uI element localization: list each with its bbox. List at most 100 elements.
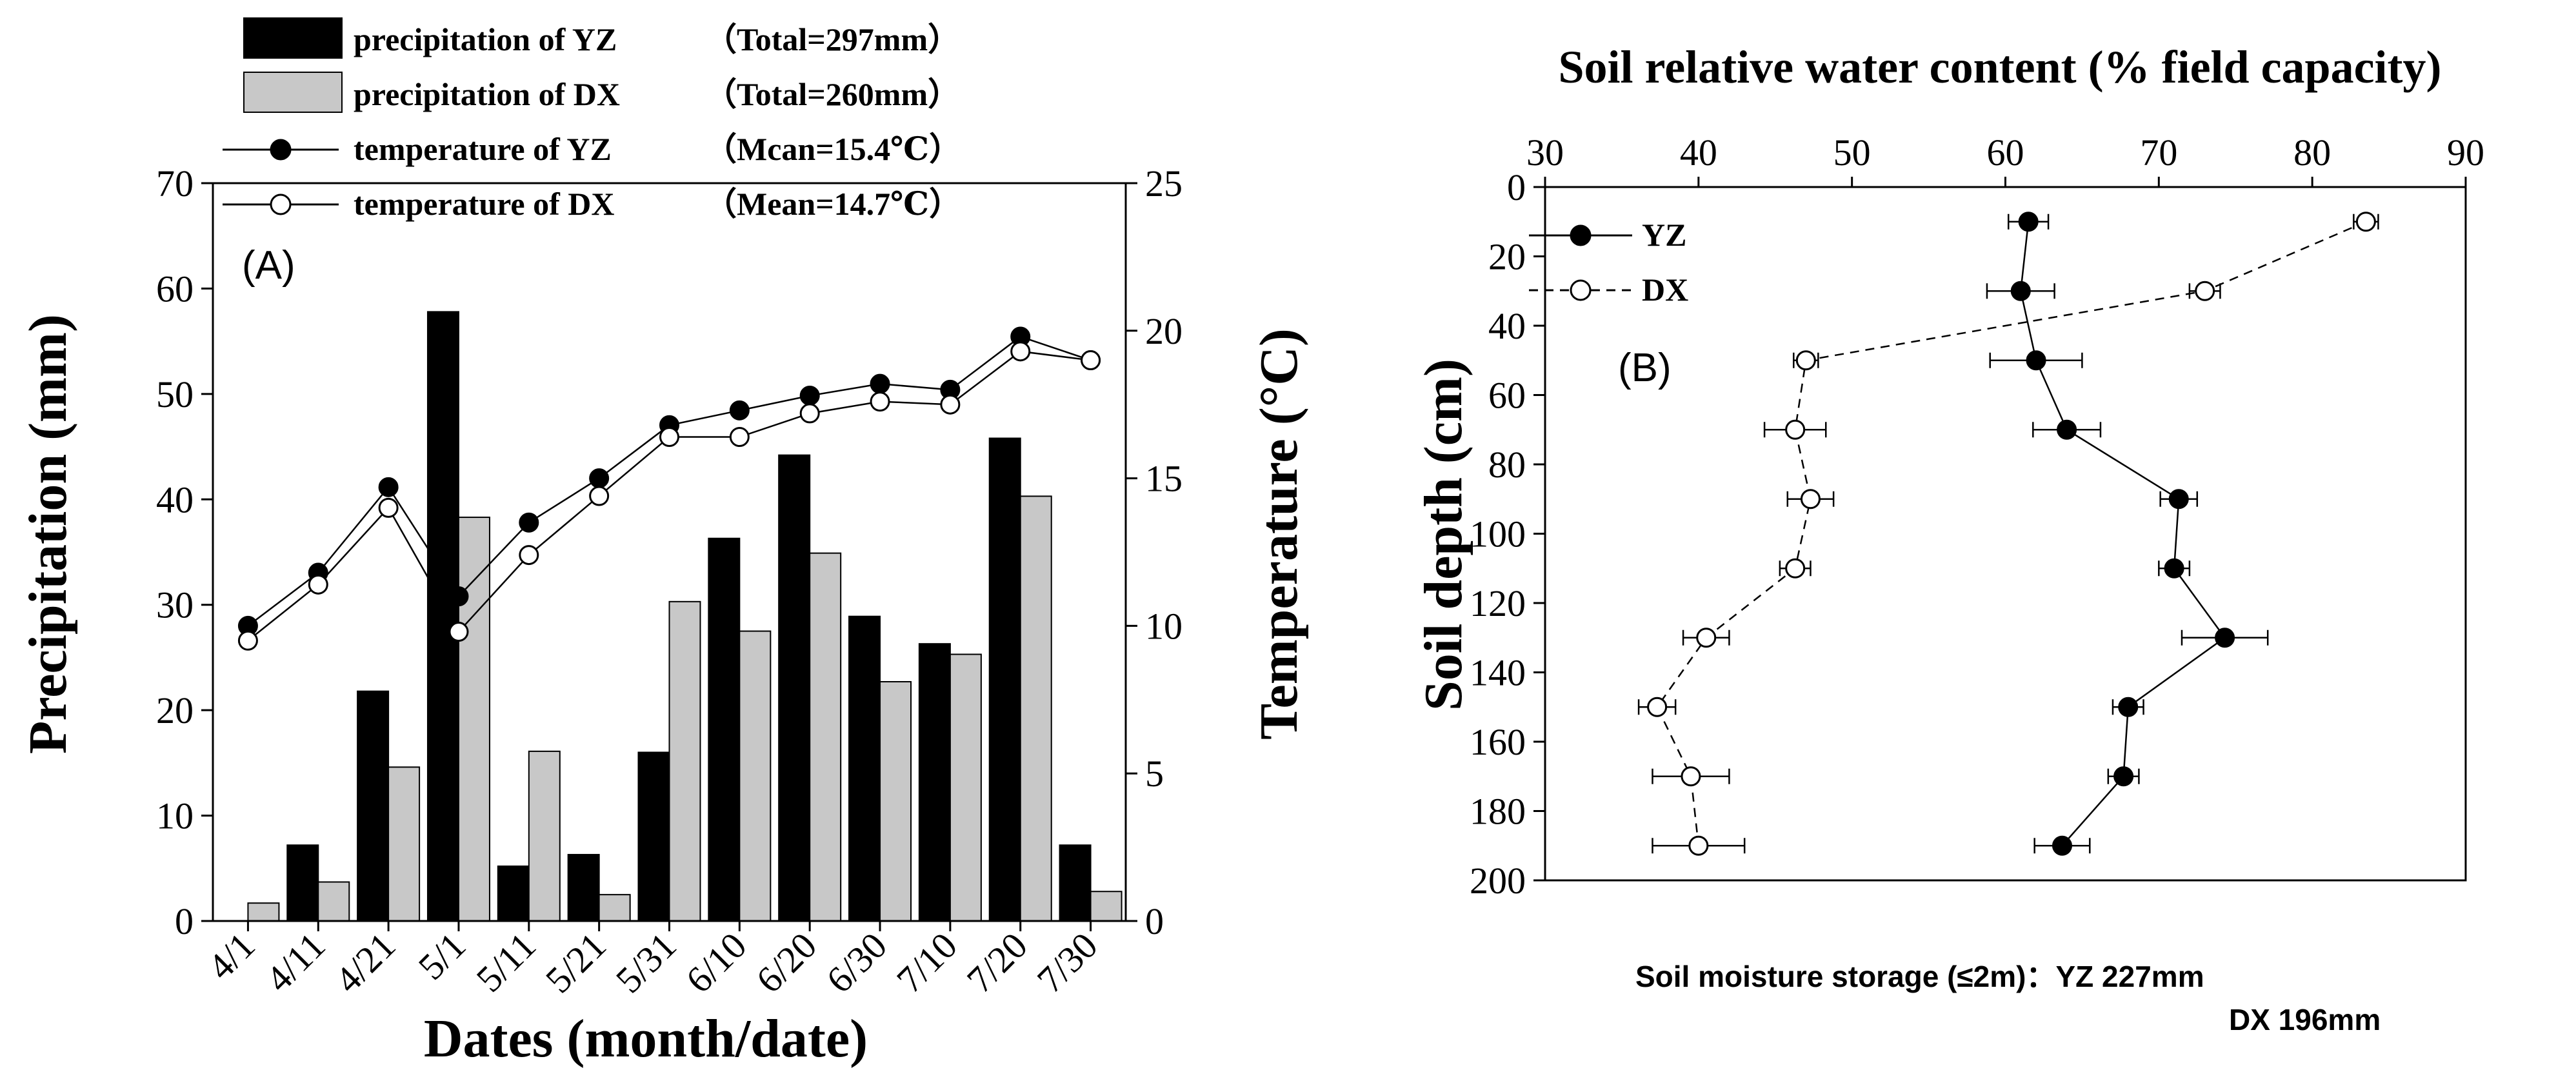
panel-a-y-tick-label-10: 10: [156, 795, 194, 837]
legend-note-yz-precip: （Total=297mm）: [704, 21, 960, 57]
point-yz-depth-170: [2113, 766, 2134, 787]
panel-b-x-axis-title: Soil relative water content (% field cap…: [1558, 41, 2441, 93]
legend-marker-dx-temp: [270, 193, 292, 215]
legend-marker-yz-temp: [270, 139, 292, 161]
bar-precipitation-of-dx-5-21: [598, 894, 631, 922]
legend-marker-dx-moisture: [1570, 279, 1592, 301]
panel-a-y-tick-label-50: 50: [156, 373, 194, 415]
panel-a-legend: precipitation of YZ （Total=297mm） precip…: [223, 17, 961, 222]
panel-b-axes: 30 40 50 60 70 80 90 0 20 40 60 80 100 120 140 160 180 20…: [1470, 132, 2484, 902]
point-temperature-of-yz-5-1: [448, 586, 469, 607]
point-temperature-of-dx-4-21: [378, 497, 399, 518]
bar-precipitation-of-yz-7-20: [988, 437, 1021, 922]
panel-a-y-tick-label-40: 40: [156, 479, 194, 520]
point-temperature-of-dx-4-1: [237, 630, 258, 651]
legend-label-dx-moisture: DX: [1642, 272, 1688, 308]
panel-b-y-tick-label-80: 80: [1488, 444, 1526, 486]
point-yz-depth-50: [2026, 350, 2046, 371]
panel-b-y-tick-label-60: 60: [1488, 375, 1526, 417]
point-temperature-of-dx-6-20: [799, 403, 820, 424]
point-temperature-of-dx-5-11: [519, 545, 539, 566]
bar-precipitation-of-dx-4-1: [247, 902, 280, 922]
bar-precipitation-of-yz-7-30: [1059, 844, 1092, 922]
point-yz-depth-110: [2164, 558, 2184, 579]
point-yz-depth-150: [2118, 697, 2139, 717]
panel-a-temperature-lines: [237, 326, 1101, 651]
panel-b-series: [1637, 212, 2379, 856]
point-yz-depth-70: [2057, 419, 2077, 440]
point-temperature-of-yz-6-10: [729, 400, 750, 421]
point-yz-depth-130: [2215, 628, 2235, 648]
point-temperature-of-yz-6-30: [870, 373, 890, 394]
panel-b-y-tick-label-120: 120: [1470, 582, 1526, 624]
point-temperature-of-dx-7-20: [1010, 341, 1031, 362]
panel-b-y-tick-label-100: 100: [1470, 513, 1526, 555]
bar-precipitation-of-yz-6-20: [778, 454, 811, 922]
point-yz-depth-90: [2168, 489, 2189, 510]
legend-swatch-dx-precip: [243, 72, 343, 113]
panel-b-y-tick-label-0: 0: [1507, 166, 1526, 208]
point-temperature-of-dx-4-11: [308, 574, 328, 595]
point-temperature-of-dx-6-10: [729, 427, 750, 448]
bar-precipitation-of-yz-6-30: [848, 615, 881, 922]
bar-precipitation-of-dx-4-21: [388, 766, 421, 922]
legend-note-yz-temp: （Mcan=15.4℃）: [704, 131, 961, 167]
legend-marker-yz-moisture: [1570, 224, 1592, 246]
bar-precipitation-of-dx-4-11: [317, 881, 350, 922]
legend-label-yz-precip: precipitation of YZ: [354, 21, 617, 57]
panel-a-y2-tick-label-15: 15: [1145, 458, 1183, 500]
point-dx-depth-90: [1800, 489, 1821, 510]
panel-b-y-tick-label-40: 40: [1488, 305, 1526, 347]
point-dx-depth-150: [1647, 697, 1668, 717]
panel-b-y-tick-label-160: 160: [1470, 721, 1526, 763]
legend-note-dx-precip: （Total=260mm）: [704, 76, 960, 112]
panel-b-y-axis-title: Soil depth (cm): [1413, 359, 1473, 711]
panel-b-x-tick-label-80: 80: [2293, 132, 2331, 173]
panel-b-x-tick-label-50: 50: [1833, 132, 1871, 173]
legend-label-yz-moisture: YZ: [1642, 217, 1686, 253]
legend-swatch-yz-precip: [243, 17, 343, 59]
point-temperature-of-yz-4-21: [378, 477, 399, 497]
bar-precipitation-of-yz-5-21: [567, 854, 600, 922]
point-dx-depth-190: [1688, 835, 1709, 856]
point-temperature-of-dx-5-1: [448, 622, 469, 642]
bar-precipitation-of-dx-7-20: [1019, 495, 1052, 922]
panel-a-y-tick-label-20: 20: [156, 689, 194, 731]
panel-a-y2-tick-label-20: 20: [1145, 310, 1183, 352]
panel-b-x-tick-label-30: 30: [1526, 132, 1564, 173]
bar-precipitation-of-dx-6-20: [809, 552, 842, 922]
point-temperature-of-dx-7-10: [940, 394, 961, 415]
panel-a-y2-tick-label-25: 25: [1145, 163, 1183, 204]
panel-b-y-tick-label-180: 180: [1470, 791, 1526, 833]
point-dx-depth-130: [1696, 628, 1717, 648]
panel-a-y2-tick-label-10: 10: [1145, 605, 1183, 647]
bar-precipitation-of-yz-5-1: [426, 311, 459, 922]
point-temperature-of-dx-7-30: [1081, 350, 1101, 371]
bar-precipitation-of-yz-5-11: [497, 866, 530, 922]
panel-b-x-tick-label-60: 60: [1987, 132, 2024, 173]
point-dx-depth-10: [2355, 212, 2376, 232]
line-soil-water-dx: [1656, 221, 2366, 846]
bar-precipitation-of-yz-5-31: [637, 751, 670, 922]
point-temperature-of-yz-5-11: [519, 512, 539, 533]
panel-b-y-tick-label-20: 20: [1488, 236, 1526, 278]
panel-a-y2-tick-label-5: 5: [1145, 753, 1164, 795]
point-dx-depth-30: [2195, 281, 2215, 301]
panel-a-y-tick-label-60: 60: [156, 268, 194, 310]
legend-label-dx-precip: precipitation of DX: [354, 76, 620, 112]
point-temperature-of-dx-5-21: [589, 486, 610, 506]
point-yz-depth-190: [2052, 835, 2072, 856]
bar-precipitation-of-dx-5-11: [528, 750, 561, 922]
panel-b-label: (B): [1618, 346, 1672, 390]
panel-b-chart: Soil relative water content (% field cap…: [1413, 41, 2484, 1036]
bar-precipitation-of-yz-4-21: [357, 690, 390, 922]
bar-precipitation-of-yz-4-11: [286, 844, 319, 922]
panel-b-y-tick-label-200: 200: [1470, 860, 1526, 902]
bar-precipitation-of-dx-7-10: [949, 653, 982, 922]
point-dx-depth-170: [1681, 766, 1701, 787]
bar-precipitation-of-yz-7-10: [918, 643, 951, 922]
panel-a-y-tick-label-0: 0: [175, 900, 194, 942]
panel-b-x-tick-label-70: 70: [2140, 132, 2177, 173]
point-dx-depth-50: [1795, 350, 1816, 371]
